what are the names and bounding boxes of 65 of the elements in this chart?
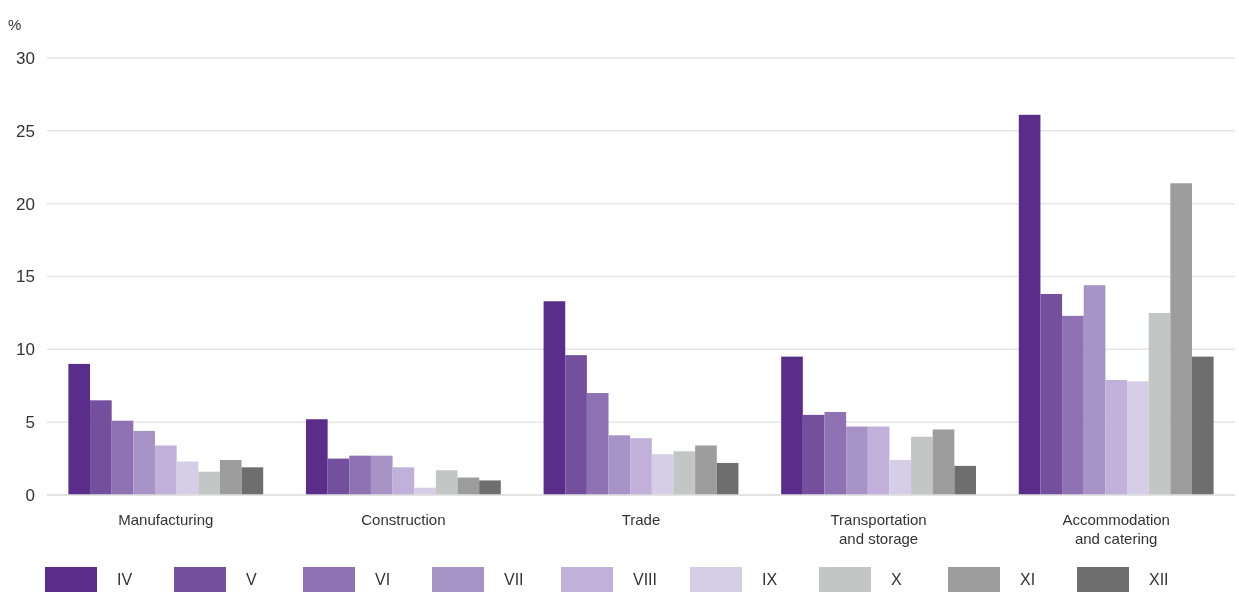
- bar: [824, 411, 847, 495]
- bar: [327, 458, 350, 495]
- bar: [1105, 379, 1128, 495]
- bar: [695, 445, 717, 495]
- bar: [241, 467, 264, 495]
- bar: [1127, 381, 1149, 495]
- legend-label: V: [246, 570, 257, 588]
- y-tick-label: 5: [25, 413, 35, 433]
- bar: [305, 419, 328, 495]
- bar: [1040, 293, 1063, 495]
- bar: [90, 400, 112, 495]
- legend-label: IV: [117, 570, 133, 588]
- legend-label: VIII: [633, 570, 658, 588]
- bar: [565, 355, 587, 495]
- bar: [911, 436, 933, 495]
- bar: [932, 429, 955, 495]
- bar: [867, 426, 890, 495]
- bar: [1148, 312, 1171, 495]
- legend-label: IX: [762, 570, 778, 588]
- bar: [543, 301, 566, 495]
- bar: [154, 445, 177, 495]
- bar: [68, 363, 91, 495]
- legend-label: VI: [375, 570, 391, 588]
- bar: [673, 451, 696, 495]
- y-tick-label: 20: [16, 194, 35, 214]
- y-tick-label: 0: [25, 485, 35, 505]
- y-axis-title: %: [8, 16, 22, 33]
- bar: [111, 420, 134, 495]
- bar: [889, 460, 912, 495]
- x-tick-label: Construction: [361, 511, 446, 528]
- y-tick-label: 25: [16, 121, 35, 141]
- bar: [1170, 183, 1192, 495]
- bar: [349, 455, 371, 495]
- bar: [370, 455, 393, 495]
- bar: [198, 471, 220, 495]
- bar: [392, 467, 415, 495]
- bar: [846, 426, 868, 495]
- bar: [1083, 285, 1106, 495]
- x-tick-label: Trade: [621, 511, 661, 528]
- bar: [630, 438, 652, 495]
- bar: [1191, 356, 1214, 495]
- bar: [1018, 114, 1041, 495]
- bar: [954, 465, 977, 495]
- bar: [651, 454, 674, 495]
- legend-label: XII: [1149, 570, 1169, 588]
- bar: [176, 461, 199, 495]
- x-tick-label: Transportation and storage: [830, 511, 927, 547]
- x-tick-label: Accommodation and catering: [1062, 511, 1170, 547]
- x-tick-label: Manufacturing: [118, 511, 214, 528]
- bar: [802, 414, 825, 495]
- y-tick-label: 15: [16, 267, 35, 287]
- bar: [781, 356, 803, 495]
- bar: [1062, 315, 1084, 495]
- legend-label: VII: [504, 570, 524, 588]
- bar: [435, 470, 458, 495]
- bar: [586, 393, 609, 495]
- bar: [608, 435, 631, 495]
- bar: [716, 462, 739, 495]
- bar: [479, 480, 501, 495]
- y-tick-label: 30: [16, 48, 35, 68]
- bar: [219, 460, 242, 495]
- legend-label: X: [891, 570, 902, 588]
- legend-label: XI: [1020, 570, 1036, 588]
- bar: [133, 430, 155, 495]
- y-tick-label: 10: [16, 340, 35, 360]
